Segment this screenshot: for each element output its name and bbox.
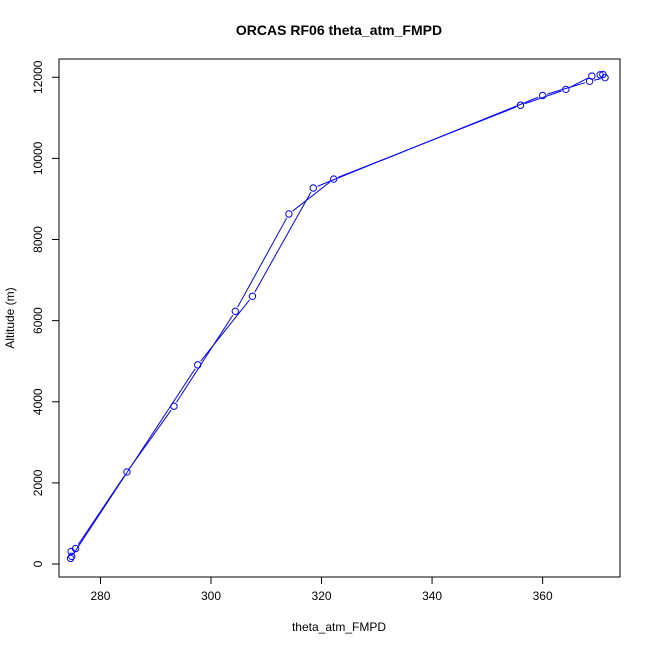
series-segment [569,77,588,88]
y-tick-label: 4000 [31,388,45,415]
data-point [601,73,609,82]
data-point [231,307,240,316]
y-tick-label: 12000 [31,60,45,94]
data-point [516,101,525,109]
series-segment [237,217,288,308]
data-point [562,85,570,94]
series-segment [317,96,539,187]
y-tick-label: 0 [31,560,45,567]
x-tick-label: 320 [312,589,332,603]
x-tick-label: 300 [201,589,221,603]
data-point [66,554,75,563]
data-point [285,210,293,218]
data-point [538,91,547,100]
series-segment [200,299,250,362]
series-segment [254,191,312,293]
x-tick-label: 360 [533,589,553,603]
y-tick-label: 6000 [31,307,45,334]
data-point [329,175,338,183]
y-axis-label: Altitude (m) [3,287,17,348]
x-axis: 280 300 320 340 360 [90,576,553,603]
series-segment [546,82,586,95]
data-point [123,468,131,476]
data-point [585,77,594,86]
series-segment [176,314,234,403]
data-point [71,544,80,553]
series-segment [524,90,562,105]
y-tick-label: 10000 [31,141,45,175]
data-point [248,292,257,300]
x-tick-label: 340 [422,589,442,603]
series-segment [292,181,331,212]
series-segment [594,78,601,81]
y-axis: 0 2000 4000 6000 8000 10000 12000 [31,60,60,567]
y-tick-label: 2000 [31,469,45,496]
data-point [309,184,317,192]
x-tick-label: 280 [90,589,110,603]
x-axis-label: theta_atm_FMPD [292,620,386,634]
data-point [170,402,178,410]
data-point [194,361,202,369]
y-tick-label: 8000 [31,226,45,253]
series-layer [66,70,609,563]
chart-title: ORCAS RF06 theta_atm_FMPD [236,22,442,38]
series-segment [72,368,196,555]
